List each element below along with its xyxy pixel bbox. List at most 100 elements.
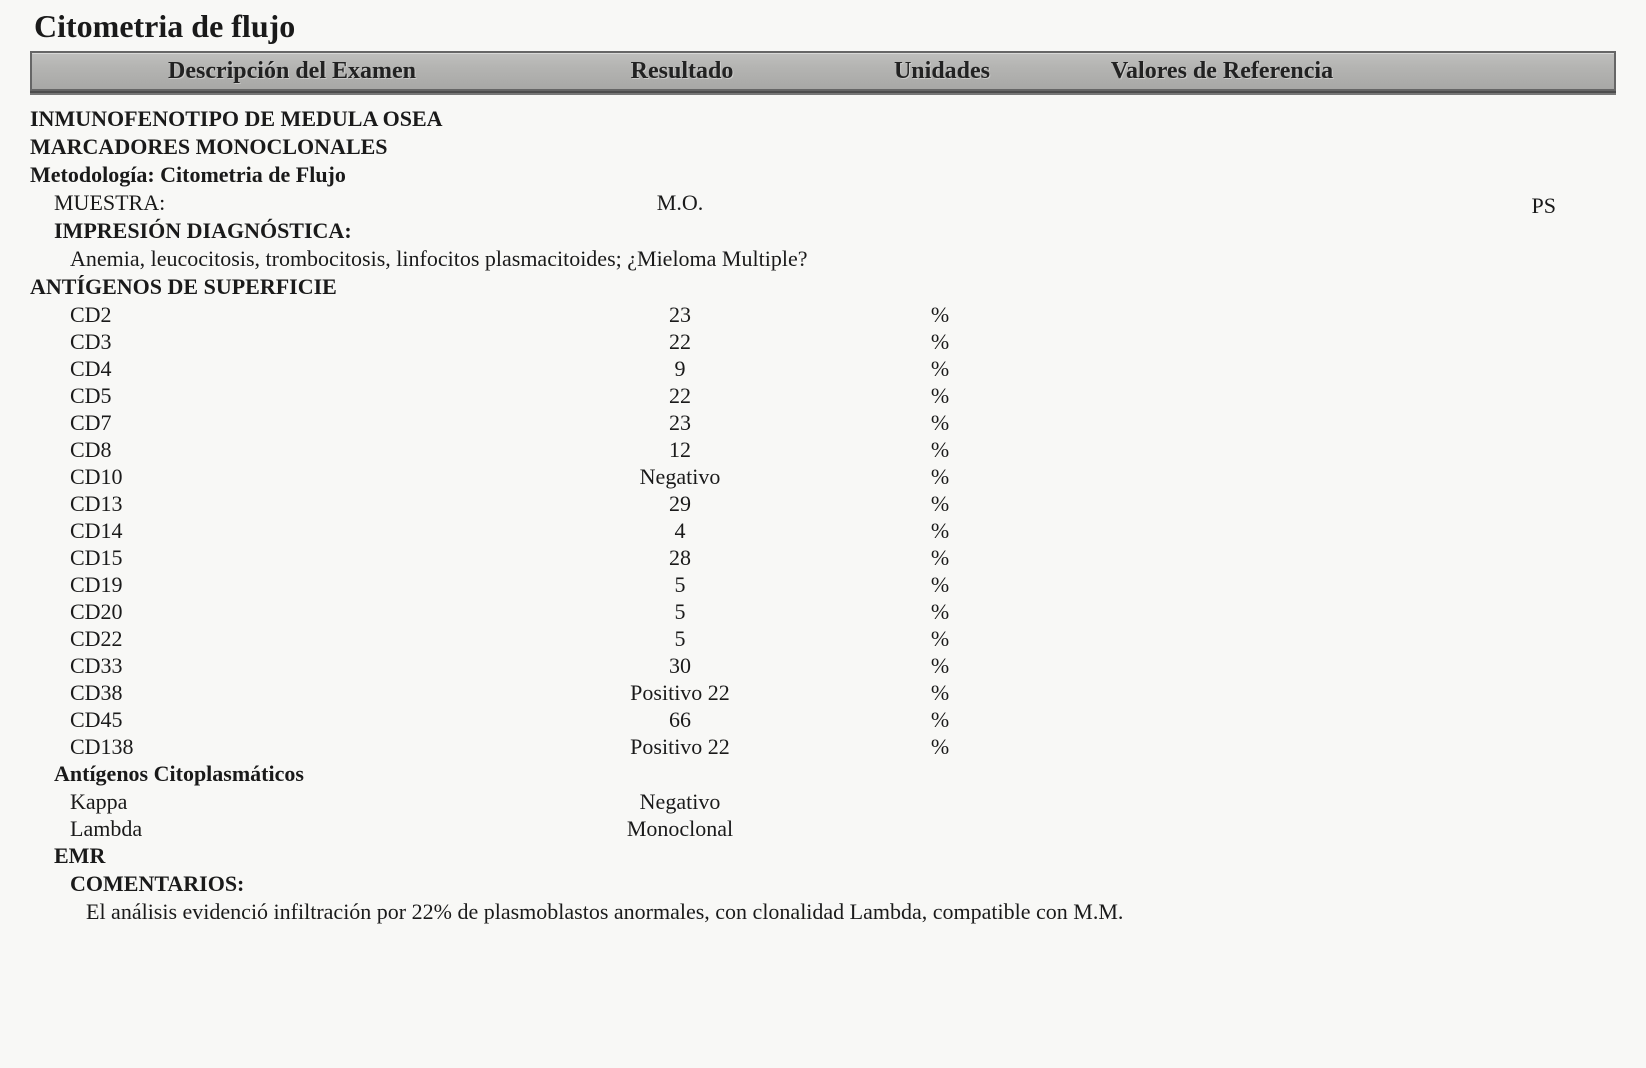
antigen-unit: % bbox=[810, 544, 1070, 571]
antigen-result: 4 bbox=[550, 517, 810, 544]
col-header-unidades: Unidades bbox=[812, 53, 1072, 89]
metodologia-label: Metodología: Citometria de Flujo bbox=[30, 161, 550, 189]
impresion-label: IMPRESIÓN DIAGNÓSTICA: bbox=[30, 217, 550, 245]
table-row: CD205% bbox=[30, 598, 1616, 625]
antigen-unit: % bbox=[810, 301, 1070, 328]
antigen-name: CD8 bbox=[30, 436, 550, 463]
page-title: Citometria de flujo bbox=[30, 0, 1616, 51]
antigen-ref bbox=[1070, 517, 1370, 544]
report-body: PS INMUNOFENOTIPO DE MEDULA OSEA MARCADO… bbox=[30, 101, 1616, 926]
table-row: CD4566% bbox=[30, 706, 1616, 733]
antigen-ref bbox=[1070, 301, 1370, 328]
antigen-unit: % bbox=[810, 652, 1070, 679]
antigen-unit: % bbox=[810, 706, 1070, 733]
antigen-ref bbox=[1070, 328, 1370, 355]
table-row: CD3330% bbox=[30, 652, 1616, 679]
antigen-unit: % bbox=[810, 382, 1070, 409]
emr-label: EMR bbox=[30, 842, 550, 870]
cyto-antigens-group: KappaNegativoLambdaMonoclonal bbox=[30, 788, 1616, 842]
antigen-ref bbox=[1070, 598, 1370, 625]
antigen-name: CD7 bbox=[30, 409, 550, 436]
antigen-unit: % bbox=[810, 328, 1070, 355]
antigen-ref bbox=[1070, 490, 1370, 517]
antigen-name: CD10 bbox=[30, 463, 550, 490]
antigen-unit: % bbox=[810, 733, 1070, 760]
antigen-result: Negativo bbox=[550, 788, 810, 815]
antigen-unit: % bbox=[810, 625, 1070, 652]
antigen-name: CD38 bbox=[30, 679, 550, 706]
antigen-name: CD22 bbox=[30, 625, 550, 652]
antigen-unit: % bbox=[810, 598, 1070, 625]
column-header-bar: Descripción del Examen Resultado Unidade… bbox=[30, 51, 1616, 91]
surface-antigens-group: CD223%CD322%CD49%CD522%CD723%CD812%CD10N… bbox=[30, 301, 1616, 760]
antigen-result: 5 bbox=[550, 571, 810, 598]
antigen-name: CD5 bbox=[30, 382, 550, 409]
antigen-ref bbox=[1070, 409, 1370, 436]
antigen-result: 5 bbox=[550, 625, 810, 652]
table-row: CD144% bbox=[30, 517, 1616, 544]
antigen-ref bbox=[1070, 652, 1370, 679]
table-row: CD195% bbox=[30, 571, 1616, 598]
antigen-name: Kappa bbox=[30, 788, 550, 815]
antigen-ref bbox=[1070, 544, 1370, 571]
antigen-ref bbox=[1070, 463, 1370, 490]
table-row: LambdaMonoclonal bbox=[30, 815, 1616, 842]
section-marcadores: MARCADORES MONOCLONALES bbox=[30, 133, 550, 161]
ps-mark: PS bbox=[1532, 193, 1556, 219]
antigen-name: CD45 bbox=[30, 706, 550, 733]
antigen-ref bbox=[1070, 436, 1370, 463]
table-row: CD49% bbox=[30, 355, 1616, 382]
antigen-unit bbox=[810, 788, 1070, 815]
comentarios-text: El análisis evidenció infiltración por 2… bbox=[30, 898, 1370, 926]
col-header-valores-ref: Valores de Referencia bbox=[1072, 53, 1372, 89]
antigen-name: CD19 bbox=[30, 571, 550, 598]
antigenos-superficie-label: ANTÍGENOS DE SUPERFICIE bbox=[30, 273, 550, 301]
antigen-result: 22 bbox=[550, 382, 810, 409]
antigen-ref bbox=[1070, 788, 1370, 815]
antigen-name: CD13 bbox=[30, 490, 550, 517]
section-inmunofenotipo: INMUNOFENOTIPO DE MEDULA OSEA bbox=[30, 105, 550, 133]
antigen-result: 66 bbox=[550, 706, 810, 733]
table-row: KappaNegativo bbox=[30, 788, 1616, 815]
table-row: CD522% bbox=[30, 382, 1616, 409]
antigen-name: CD3 bbox=[30, 328, 550, 355]
antigen-result: 28 bbox=[550, 544, 810, 571]
antigen-name: CD138 bbox=[30, 733, 550, 760]
antigen-name: CD33 bbox=[30, 652, 550, 679]
muestra-label: MUESTRA: bbox=[30, 189, 550, 217]
antigen-result: 22 bbox=[550, 328, 810, 355]
antigen-unit: % bbox=[810, 463, 1070, 490]
antigen-unit: % bbox=[810, 490, 1070, 517]
table-row: CD223% bbox=[30, 301, 1616, 328]
col-header-descripcion: Descripción del Examen bbox=[32, 53, 552, 89]
antigen-result: 23 bbox=[550, 409, 810, 436]
antigen-ref bbox=[1070, 571, 1370, 598]
antigen-name: CD4 bbox=[30, 355, 550, 382]
table-row: CD812% bbox=[30, 436, 1616, 463]
antigen-unit: % bbox=[810, 571, 1070, 598]
antigen-result: Positivo 22 bbox=[550, 733, 810, 760]
table-row: CD723% bbox=[30, 409, 1616, 436]
antigen-name: Lambda bbox=[30, 815, 550, 842]
table-row: CD138Positivo 22% bbox=[30, 733, 1616, 760]
impresion-text: Anemia, leucocitosis, trombocitosis, lin… bbox=[30, 245, 1370, 273]
antigen-name: CD14 bbox=[30, 517, 550, 544]
antigen-name: CD2 bbox=[30, 301, 550, 328]
antigen-ref bbox=[1070, 733, 1370, 760]
antigen-unit: % bbox=[810, 517, 1070, 544]
antigen-ref bbox=[1070, 706, 1370, 733]
antigen-name: CD20 bbox=[30, 598, 550, 625]
antigen-unit: % bbox=[810, 409, 1070, 436]
antigen-result: Negativo bbox=[550, 463, 810, 490]
antigen-ref bbox=[1070, 355, 1370, 382]
comentarios-label: COMENTARIOS: bbox=[30, 870, 550, 898]
antigen-result: Monoclonal bbox=[550, 815, 810, 842]
muestra-value: M.O. bbox=[550, 189, 810, 217]
antigen-result: Positivo 22 bbox=[550, 679, 810, 706]
col-header-resultado: Resultado bbox=[552, 53, 812, 89]
antigen-result: 12 bbox=[550, 436, 810, 463]
antigen-unit: % bbox=[810, 355, 1070, 382]
antigen-unit: % bbox=[810, 436, 1070, 463]
antigen-ref bbox=[1070, 625, 1370, 652]
table-row: CD1329% bbox=[30, 490, 1616, 517]
